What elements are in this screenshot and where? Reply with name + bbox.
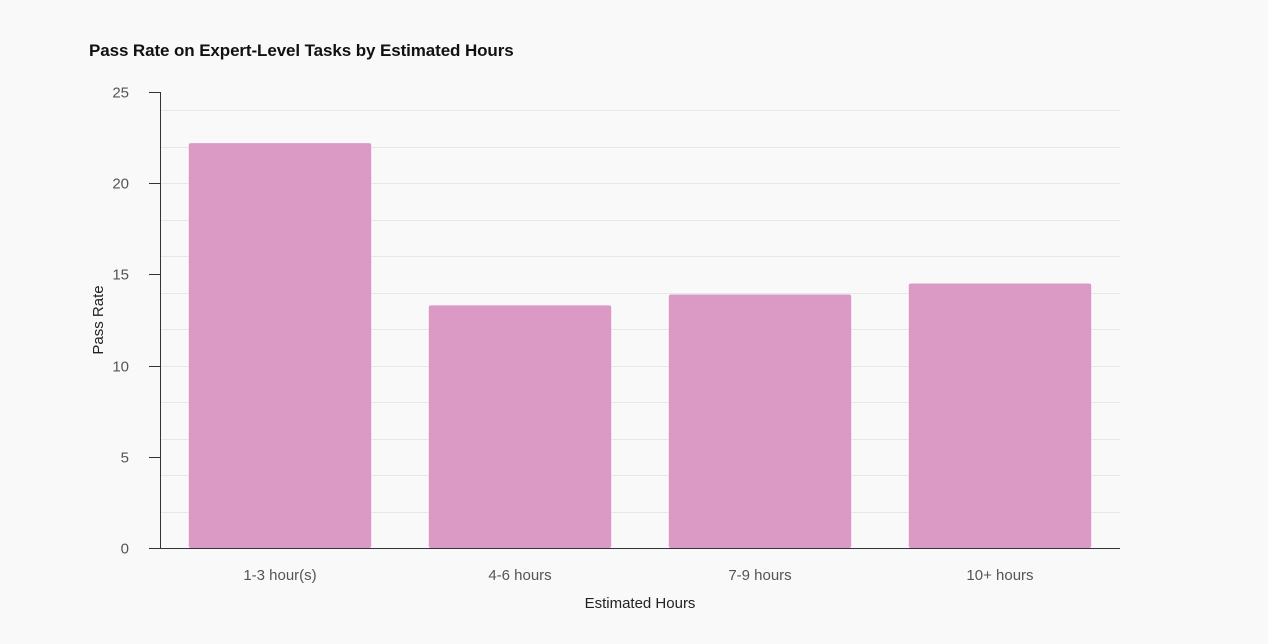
bar-1 <box>188 143 372 548</box>
y-tick-label: 20 <box>112 176 129 193</box>
axes <box>149 92 1120 549</box>
y-tick-label: 25 <box>112 85 129 102</box>
x-tick-label: 4-6 hours <box>488 567 551 584</box>
y-tick-label: 5 <box>121 450 129 467</box>
chart-title: Pass Rate on Expert-Level Tasks by Estim… <box>89 41 514 60</box>
x-tick-label: 10+ hours <box>966 567 1033 584</box>
bars <box>188 143 1092 548</box>
x-axis-title: Estimated Hours <box>585 595 696 612</box>
y-axis-title: Pass Rate <box>90 285 107 354</box>
bar-2 <box>428 305 612 548</box>
x-tick-label: 1-3 hour(s) <box>243 567 316 584</box>
x-tick-label: 7-9 hours <box>728 567 791 584</box>
y-tick-label: 0 <box>121 541 129 558</box>
y-tick-label: 10 <box>112 359 129 376</box>
y-tick-label: 15 <box>112 267 129 284</box>
tick-labels: 0 5 10 15 20 25 1-3 hour(s) 4-6 hours 7-9 hours 1… <box>112 85 1033 585</box>
bar-3 <box>668 294 852 548</box>
bar-4 <box>908 283 1092 548</box>
